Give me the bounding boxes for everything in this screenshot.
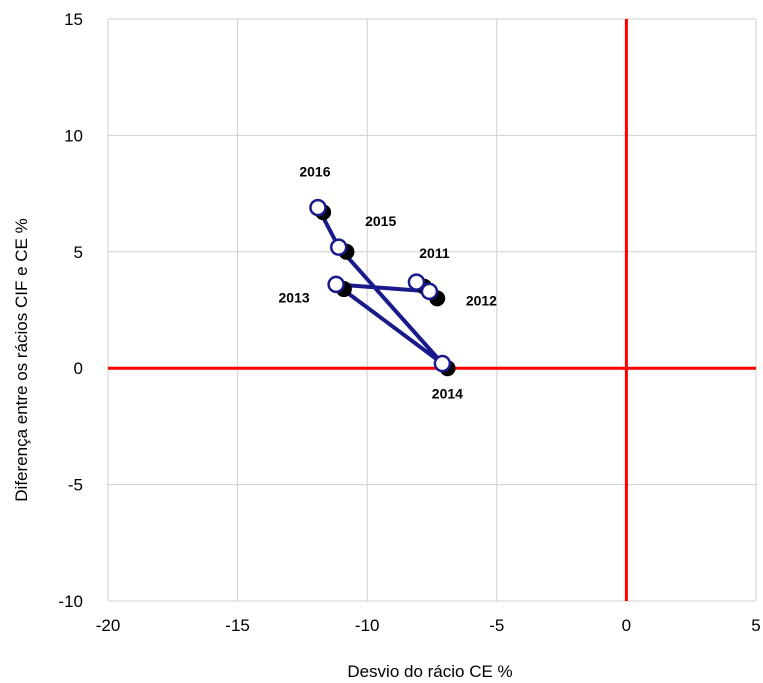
y-tick-label: 5 <box>74 243 83 262</box>
open-marker <box>329 238 348 256</box>
open-marker <box>420 282 439 301</box>
y-tick-label: -10 <box>58 592 83 611</box>
point-labels: 2011 2012 2013 2014 2015 2016 <box>279 164 498 402</box>
point-label: 2012 <box>466 292 497 308</box>
grid <box>107 18 757 602</box>
open-marker <box>433 354 452 373</box>
reference-lines <box>108 19 756 601</box>
y-tick-label: 15 <box>64 10 83 29</box>
y-axis-title: Diferença entre os rácios CIF e CE % <box>12 218 31 501</box>
point-label: 2016 <box>299 164 330 180</box>
open-marker <box>309 198 327 217</box>
open-marker <box>407 273 426 291</box>
open-marker <box>327 275 345 294</box>
point-label: 2013 <box>279 289 310 305</box>
point-label: 2011 <box>419 245 450 261</box>
y-tick-label: 10 <box>64 126 83 145</box>
y-tick-labels: -10 -5 0 5 10 15 <box>58 10 83 611</box>
x-tick-label: -15 <box>225 616 250 635</box>
point-label: 2015 <box>365 213 396 229</box>
x-tick-label: -20 <box>96 616 121 635</box>
x-tick-label: -10 <box>355 616 380 635</box>
x-tick-label: 0 <box>622 616 631 635</box>
y-tick-label: 0 <box>74 359 83 378</box>
point-label: 2014 <box>432 386 463 402</box>
x-tick-label: 5 <box>751 616 760 635</box>
y-tick-label: -5 <box>68 476 83 495</box>
x-tick-label: -5 <box>489 616 504 635</box>
x-axis-title: Desvio do rácio CE % <box>347 662 512 681</box>
x-tick-labels: -20 -15 -10 -5 0 5 <box>96 616 761 635</box>
